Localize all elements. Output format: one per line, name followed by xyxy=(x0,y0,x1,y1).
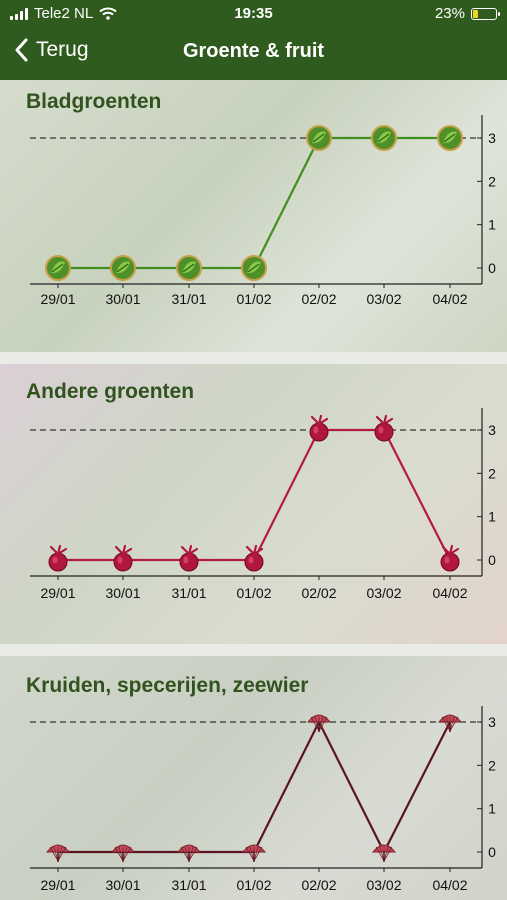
line-chart: 0 1 2 3 29/01 30/01 31/01 01/02 02/02 03/02 04/02 xyxy=(30,706,496,893)
data-point-beet-icon[interactable] xyxy=(244,544,264,572)
data-point-beet-icon[interactable] xyxy=(374,414,394,442)
data-point-herb-icon[interactable] xyxy=(371,844,397,862)
data-point-leaf-icon[interactable] xyxy=(45,255,71,281)
line-chart: 0 1 2 3 29/01 30/01 31/01 01/02 02/02 03/02 04/02 xyxy=(30,115,496,307)
x-tick-label: 04/02 xyxy=(432,877,467,893)
y-tick-label: 3 xyxy=(488,714,496,730)
battery-percent: 23% xyxy=(434,5,465,22)
chevron-left-icon xyxy=(15,38,28,62)
y-tick-label: 1 xyxy=(488,217,496,233)
y-tick-label: 0 xyxy=(488,844,496,860)
data-point-beet-icon[interactable] xyxy=(113,544,133,572)
x-tick-label: 31/01 xyxy=(171,585,206,601)
data-point-herb-icon[interactable] xyxy=(437,714,463,732)
data-point-herb-icon[interactable] xyxy=(306,714,332,732)
x-tick-label: 31/01 xyxy=(171,291,206,307)
y-tick-label: 3 xyxy=(488,130,496,146)
data-point-herb-icon[interactable] xyxy=(45,844,71,862)
x-tick-label: 03/02 xyxy=(366,877,401,893)
data-point-herb-icon[interactable] xyxy=(241,844,267,862)
x-tick-label: 02/02 xyxy=(301,585,336,601)
data-point-leaf-icon[interactable] xyxy=(176,255,202,281)
y-tick-label: 2 xyxy=(488,465,496,481)
x-tick-label: 29/01 xyxy=(40,877,75,893)
clock: 19:35 xyxy=(234,5,273,22)
data-point-leaf-icon[interactable] xyxy=(306,125,332,151)
series-line xyxy=(58,720,451,854)
x-tick-label: 29/01 xyxy=(40,585,75,601)
chart-card-bladgroenten: Bladgroenten 0 1 2 3 29/01 30/01 31/01 01/02 02/… xyxy=(0,80,507,352)
x-tick-label: 02/02 xyxy=(301,291,336,307)
wifi-icon xyxy=(99,7,117,20)
app-header: Tele2 NL 19:35 23% Terug Groente & fruit xyxy=(0,0,507,80)
data-point-beet-icon[interactable] xyxy=(440,544,460,572)
data-point-leaf-icon[interactable] xyxy=(437,125,463,151)
x-tick-label: 04/02 xyxy=(432,291,467,307)
data-point-herb-icon[interactable] xyxy=(110,844,136,862)
series-line xyxy=(58,428,451,562)
card-background xyxy=(0,80,507,352)
y-tick-label: 3 xyxy=(488,422,496,438)
x-tick-label: 02/02 xyxy=(301,877,336,893)
y-tick-label: 0 xyxy=(488,552,496,568)
chart-card-andere-groenten: Andere groenten 0 1 2 3 29/01 30/01 31/01 01/02… xyxy=(0,364,507,644)
x-tick-label: 03/02 xyxy=(366,585,401,601)
data-point-leaf-icon[interactable] xyxy=(371,125,397,151)
data-point-beet-icon[interactable] xyxy=(179,544,199,572)
divider xyxy=(0,352,507,364)
x-tick-label: 30/01 xyxy=(105,877,140,893)
data-point-beet-icon[interactable] xyxy=(309,414,329,442)
battery-icon xyxy=(471,7,500,20)
data-point-herb-icon[interactable] xyxy=(176,844,202,862)
data-point-beet-icon[interactable] xyxy=(48,544,68,572)
carrier-label: Tele2 NL xyxy=(34,5,94,22)
back-button[interactable]: Terug xyxy=(14,38,89,62)
x-tick-label: 03/02 xyxy=(366,291,401,307)
series-line xyxy=(58,136,450,270)
divider xyxy=(0,644,507,656)
chart-heading: Bladgroenten xyxy=(26,90,162,113)
x-tick-label: 04/02 xyxy=(432,585,467,601)
x-tick-label: 30/01 xyxy=(105,291,140,307)
navigation-bar: Terug Groente & fruit xyxy=(0,36,507,70)
page-title: Groente & fruit xyxy=(182,40,325,62)
y-tick-label: 2 xyxy=(488,173,496,189)
back-label: Terug xyxy=(36,38,89,61)
status-bar: Tele2 NL 19:35 23% xyxy=(0,0,507,28)
x-tick-label: 01/02 xyxy=(236,585,271,601)
x-tick-label: 29/01 xyxy=(40,291,75,307)
chart-heading: Andere groenten xyxy=(26,380,195,403)
x-tick-label: 31/01 xyxy=(171,877,206,893)
chart-heading: Kruiden, specerijen, zeewier xyxy=(26,674,309,697)
chart-card-kruiden: Kruiden, specerijen, zeewier 0 1 2 3 29/01 30… xyxy=(0,656,507,900)
x-tick-label: 01/02 xyxy=(236,877,271,893)
y-tick-label: 2 xyxy=(488,757,496,773)
data-point-leaf-icon[interactable] xyxy=(110,255,136,281)
x-tick-label: 01/02 xyxy=(236,291,271,307)
y-tick-label: 1 xyxy=(488,509,496,525)
x-tick-label: 30/01 xyxy=(105,585,140,601)
data-point-leaf-icon[interactable] xyxy=(241,255,267,281)
y-tick-label: 1 xyxy=(488,801,496,817)
y-tick-label: 0 xyxy=(488,260,496,276)
signal-icon xyxy=(10,7,28,20)
line-chart: 0 1 2 3 29/01 30/01 31/01 01/02 02/02 03/02 04/02 xyxy=(30,408,496,601)
